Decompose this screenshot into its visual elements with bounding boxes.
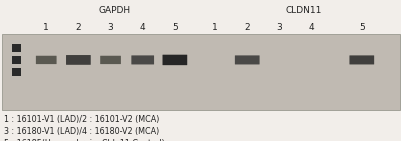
Text: CLDN11: CLDN11 xyxy=(285,6,321,15)
FancyBboxPatch shape xyxy=(131,55,154,64)
Bar xyxy=(2,34,399,110)
Text: 5 : 16185(Human brain, Cldn11 Control): 5 : 16185(Human brain, Cldn11 Control) xyxy=(4,139,164,141)
Text: 4: 4 xyxy=(140,23,145,32)
FancyBboxPatch shape xyxy=(348,55,373,64)
Bar xyxy=(12,44,20,52)
Text: 3 : 16180-V1 (LAD)/4 : 16180-V2 (MCA): 3 : 16180-V1 (LAD)/4 : 16180-V2 (MCA) xyxy=(4,127,159,136)
FancyBboxPatch shape xyxy=(36,56,57,64)
FancyBboxPatch shape xyxy=(162,55,187,65)
Text: GAPDH: GAPDH xyxy=(98,6,130,15)
Bar xyxy=(12,68,20,76)
Bar xyxy=(12,56,20,64)
Text: 1: 1 xyxy=(43,23,49,32)
Text: 5: 5 xyxy=(172,23,177,32)
FancyBboxPatch shape xyxy=(234,55,259,64)
Text: 4: 4 xyxy=(308,23,314,32)
Text: 5: 5 xyxy=(358,23,364,32)
FancyBboxPatch shape xyxy=(66,55,91,65)
Text: 3: 3 xyxy=(276,23,282,32)
Text: 3: 3 xyxy=(107,23,113,32)
Text: 1 : 16101-V1 (LAD)/2 : 16101-V2 (MCA): 1 : 16101-V1 (LAD)/2 : 16101-V2 (MCA) xyxy=(4,115,159,124)
FancyBboxPatch shape xyxy=(100,56,121,64)
Text: 2: 2 xyxy=(244,23,249,32)
Text: 1: 1 xyxy=(212,23,217,32)
Text: 2: 2 xyxy=(75,23,81,32)
